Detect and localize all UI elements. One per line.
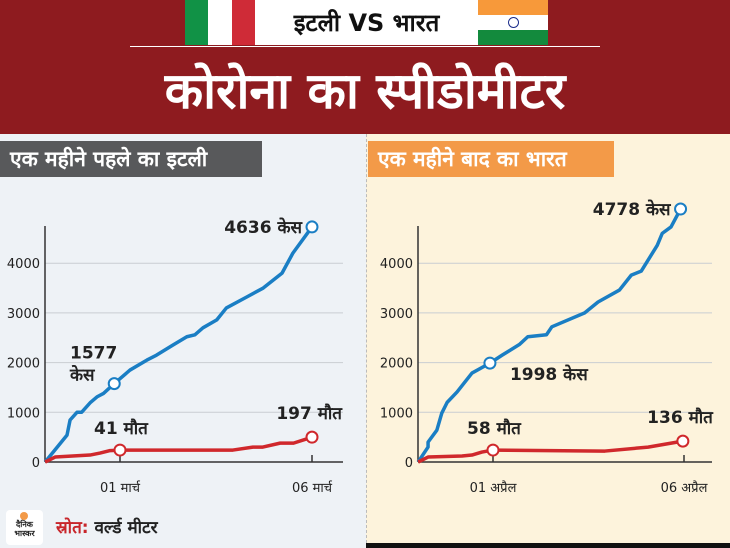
india-flag-icon <box>478 0 548 45</box>
cases-marker <box>305 220 319 234</box>
x-tick-label: 01 मार्च <box>100 480 141 496</box>
source-text: वर्ल्ड मीटर <box>94 518 158 538</box>
annotation-label: 58 मौत <box>467 418 522 439</box>
annotation-label: केस <box>69 365 96 386</box>
y-tick-label: 4000 <box>7 257 40 272</box>
deaths-marker <box>113 443 127 457</box>
source-label: स्रोत: <box>56 518 89 538</box>
source-note: स्रोत: वर्ल्ड मीटर <box>56 515 158 538</box>
chart-0: 0 1000 2000 3000 4000 01 मार्च 06 मार्च 4636 के… <box>7 217 343 496</box>
italy-panel-label: एक महीने पहले का इटली <box>0 141 262 177</box>
y-tick-label: 3000 <box>7 307 40 322</box>
dainik-bhaskar-logo: दैनिक भास्कर <box>6 510 43 545</box>
cases-marker <box>674 202 688 216</box>
cases-marker <box>483 356 497 370</box>
annotation-label: 4636 केस <box>224 217 303 238</box>
deaths-marker <box>486 443 500 457</box>
bottom-bar <box>366 543 730 548</box>
y-tick-label: 0 <box>32 456 40 471</box>
x-tick-label: 06 अप्रैल <box>661 480 708 496</box>
annotation-label: 136 मौत <box>647 407 714 428</box>
page-title: कोरोना का स्पीडोमीटर <box>164 62 566 120</box>
annotation-label: 1577 <box>70 344 117 364</box>
annotation-label: 41 मौत <box>94 418 149 439</box>
vs-title: इटली VS भारत <box>255 0 478 45</box>
y-tick-label: 0 <box>405 456 413 471</box>
header-banner: इटली VS भारत कोरोना का स्पीडोमीटर <box>0 0 730 134</box>
x-tick-label: 06 मार्च <box>292 480 333 496</box>
cases-marker <box>107 377 121 391</box>
italy-flag-icon <box>185 0 255 45</box>
india-panel-label: एक महीने बाद का भारत <box>368 141 614 177</box>
y-tick-label: 3000 <box>380 307 413 322</box>
chart-1: 0 1000 2000 3000 4000 01 अप्रैल 06 अप्रैल 4778 … <box>380 199 714 496</box>
y-tick-label: 2000 <box>7 357 40 372</box>
deaths-marker <box>305 430 319 444</box>
cases-line <box>43 225 314 464</box>
x-tick-label: 01 अप्रैल <box>470 480 517 496</box>
y-tick-label: 4000 <box>380 257 413 272</box>
india-panel <box>366 134 730 548</box>
y-tick-label: 1000 <box>380 406 413 421</box>
cases-line <box>416 208 683 463</box>
y-tick-label: 1000 <box>7 406 40 421</box>
annotation-label: 197 मौत <box>276 403 343 424</box>
deaths-line <box>417 439 684 464</box>
deaths-line <box>44 435 313 464</box>
annotation-label: 1998 केस <box>510 364 589 385</box>
divider <box>130 46 600 47</box>
annotation-label: 4778 केस <box>593 199 672 220</box>
y-tick-label: 2000 <box>380 357 413 372</box>
deaths-marker <box>676 434 690 448</box>
